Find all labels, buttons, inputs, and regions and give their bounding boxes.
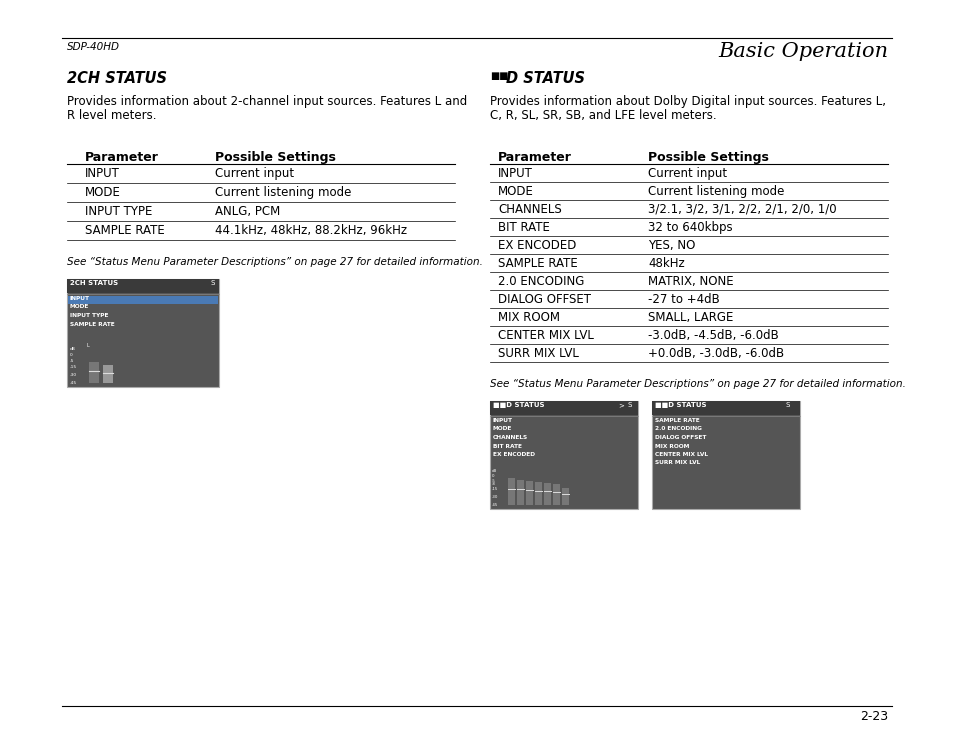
- Text: MODE: MODE: [497, 185, 534, 198]
- Text: >: >: [618, 402, 623, 408]
- Bar: [490, 401, 638, 509]
- Text: ■■: ■■: [490, 71, 508, 81]
- Text: SDP-40HD: SDP-40HD: [67, 42, 120, 52]
- Text: MIX ROOM: MIX ROOM: [655, 444, 689, 449]
- Text: See “Status Menu Parameter Descriptions” on page 27 for detailed information.: See “Status Menu Parameter Descriptions”…: [67, 257, 482, 267]
- Text: SURR MIX LVL: SURR MIX LVL: [497, 347, 578, 360]
- Text: Parameter: Parameter: [497, 151, 571, 164]
- Text: Provides information about 2-channel input sources. Features L and: Provides information about 2-channel inp…: [67, 95, 467, 108]
- Text: SAMPLE RATE: SAMPLE RATE: [655, 418, 699, 423]
- Bar: [67, 279, 219, 293]
- Text: SAMPLE RATE: SAMPLE RATE: [497, 257, 578, 270]
- Text: SAMPLE RATE: SAMPLE RATE: [70, 322, 114, 326]
- Text: -30: -30: [70, 373, 77, 376]
- Text: INPUT: INPUT: [497, 167, 533, 180]
- Text: 0: 0: [492, 474, 494, 478]
- Bar: [89, 362, 99, 383]
- Text: 2CH STATUS: 2CH STATUS: [67, 71, 167, 86]
- Text: 3/2.1, 3/2, 3/1, 2/2, 2/1, 2/0, 1/0: 3/2.1, 3/2, 3/1, 2/2, 2/1, 2/0, 1/0: [647, 203, 836, 216]
- Text: 48kHz: 48kHz: [647, 257, 684, 270]
- Text: Parameter: Parameter: [85, 151, 159, 164]
- Text: Provides information about Dolby Digital input sources. Features L,: Provides information about Dolby Digital…: [490, 95, 885, 108]
- Text: -45: -45: [492, 503, 497, 507]
- Text: EX ENCODED: EX ENCODED: [493, 452, 535, 457]
- Text: 2-23: 2-23: [859, 710, 887, 723]
- Bar: [553, 484, 559, 505]
- Text: -5: -5: [70, 359, 74, 363]
- Bar: [490, 401, 638, 415]
- Text: CHANNELS: CHANNELS: [493, 435, 528, 440]
- Text: DIALOG OFFSET: DIALOG OFFSET: [497, 293, 590, 306]
- Text: -45: -45: [70, 381, 77, 385]
- Text: +0.0dB, -3.0dB, -6.0dB: +0.0dB, -3.0dB, -6.0dB: [647, 347, 783, 360]
- Text: L: L: [87, 343, 90, 348]
- Bar: [517, 480, 523, 505]
- Text: -30: -30: [492, 494, 497, 498]
- Text: SURR MIX LVL: SURR MIX LVL: [655, 461, 700, 466]
- Text: EX ENCODED: EX ENCODED: [497, 239, 576, 252]
- Text: S: S: [785, 402, 789, 408]
- Bar: [525, 480, 533, 505]
- Text: -15: -15: [492, 486, 497, 491]
- Bar: [543, 483, 551, 505]
- Text: Basic Operation: Basic Operation: [717, 42, 887, 61]
- Text: SMALL, LARGE: SMALL, LARGE: [647, 311, 733, 324]
- Text: INPUT: INPUT: [70, 296, 90, 301]
- Text: MODE: MODE: [493, 427, 512, 432]
- Text: MATRIX, NONE: MATRIX, NONE: [647, 275, 733, 288]
- Text: CENTER MIX LVL: CENTER MIX LVL: [497, 329, 594, 342]
- Text: D STATUS: D STATUS: [505, 71, 584, 86]
- Text: SAMPLE RATE: SAMPLE RATE: [85, 224, 165, 237]
- Text: BIT RATE: BIT RATE: [497, 221, 549, 234]
- Text: dB: dB: [70, 347, 76, 351]
- Text: Current input: Current input: [214, 167, 294, 180]
- Text: INPUT: INPUT: [85, 167, 120, 180]
- Text: CHANNELS: CHANNELS: [497, 203, 561, 216]
- Text: CENTER MIX LVL: CENTER MIX LVL: [655, 452, 707, 457]
- Bar: [507, 478, 515, 505]
- Text: 2CH STATUS: 2CH STATUS: [70, 280, 118, 286]
- Text: 0: 0: [70, 353, 72, 357]
- Text: Current input: Current input: [647, 167, 726, 180]
- Text: C, R, SL, SR, SB, and LFE level meters.: C, R, SL, SR, SB, and LFE level meters.: [490, 109, 716, 122]
- Text: S: S: [627, 402, 632, 408]
- Text: -27 to +4dB: -27 to +4dB: [647, 293, 719, 306]
- Bar: [68, 295, 218, 304]
- Bar: [561, 488, 568, 505]
- Text: R level meters.: R level meters.: [67, 109, 156, 122]
- Bar: [103, 365, 112, 383]
- Text: MODE: MODE: [70, 305, 90, 309]
- Text: -5: -5: [492, 478, 496, 483]
- Text: -8: -8: [492, 482, 496, 486]
- Text: Possible Settings: Possible Settings: [214, 151, 335, 164]
- Text: MIX ROOM: MIX ROOM: [497, 311, 559, 324]
- Text: BIT RATE: BIT RATE: [493, 444, 521, 449]
- Text: 44.1kHz, 48kHz, 88.2kHz, 96kHz: 44.1kHz, 48kHz, 88.2kHz, 96kHz: [214, 224, 407, 237]
- Text: DIALOG OFFSET: DIALOG OFFSET: [655, 435, 705, 440]
- Text: 2.0 ENCODING: 2.0 ENCODING: [655, 427, 701, 432]
- Text: YES, NO: YES, NO: [647, 239, 695, 252]
- Text: ANLG, PCM: ANLG, PCM: [214, 205, 280, 218]
- Text: ■■D STATUS: ■■D STATUS: [493, 402, 544, 408]
- Text: ■■D STATUS: ■■D STATUS: [655, 402, 706, 408]
- Text: 2.0 ENCODING: 2.0 ENCODING: [497, 275, 584, 288]
- Text: dB: dB: [492, 469, 497, 473]
- Text: -15: -15: [70, 365, 77, 369]
- Bar: [651, 401, 800, 509]
- Text: Possible Settings: Possible Settings: [647, 151, 768, 164]
- Text: S: S: [211, 280, 214, 286]
- Text: Current listening mode: Current listening mode: [647, 185, 783, 198]
- Bar: [67, 279, 219, 387]
- Text: Current listening mode: Current listening mode: [214, 186, 351, 199]
- Text: INPUT: INPUT: [493, 418, 513, 423]
- Text: INPUT TYPE: INPUT TYPE: [70, 313, 109, 318]
- Text: See “Status Menu Parameter Descriptions” on page 27 for detailed information.: See “Status Menu Parameter Descriptions”…: [490, 379, 905, 389]
- Bar: [535, 482, 541, 505]
- Text: MODE: MODE: [85, 186, 121, 199]
- Text: 32 to 640kbps: 32 to 640kbps: [647, 221, 732, 234]
- Bar: [651, 401, 800, 415]
- Text: -3.0dB, -4.5dB, -6.0dB: -3.0dB, -4.5dB, -6.0dB: [647, 329, 778, 342]
- Text: INPUT TYPE: INPUT TYPE: [85, 205, 152, 218]
